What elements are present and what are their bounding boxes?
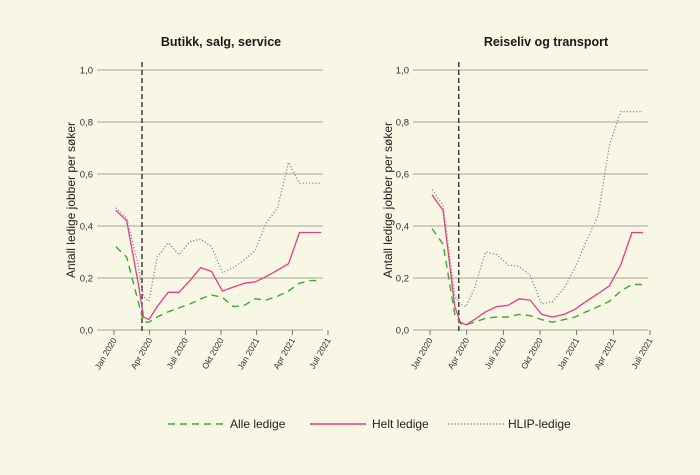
chart-title: Reiseliv og transport xyxy=(484,35,609,49)
x-tick-label: Juli 2020 xyxy=(164,336,190,371)
series-line-helt xyxy=(115,209,322,321)
legend: Alle ledige Helt ledige HLIP-ledige xyxy=(168,417,571,431)
series-line-helt xyxy=(431,194,644,326)
chart-title: Butikk, salg, service xyxy=(161,35,281,49)
y-axis-label: Antall ledige jobber per søker xyxy=(381,122,395,278)
x-tick-label: Jan 2021 xyxy=(235,336,261,372)
series-line-hlip xyxy=(431,110,644,308)
y-tick-label: 1,0 xyxy=(396,66,409,77)
x-tick-label: Apr 2021 xyxy=(271,336,297,371)
y-tick-label: 0,4 xyxy=(80,222,93,233)
x-tick-label: Juli 2021 xyxy=(629,336,655,371)
legend-label-alle: Alle ledige xyxy=(230,417,286,431)
x-tick-label: Jan 2020 xyxy=(93,336,119,372)
x-tick-label: Juli 2021 xyxy=(307,336,333,371)
chart-panel-butikk: Butikk, salg, service Antall ledige jobbe… xyxy=(64,35,333,371)
x-tick-label: Jan 2020 xyxy=(409,336,435,372)
y-tick-label: 0,8 xyxy=(80,118,93,129)
y-tick-label: 0,0 xyxy=(80,326,93,337)
x-tick-label: Okt 2020 xyxy=(519,336,545,371)
y-tick-label: 0,6 xyxy=(80,170,93,181)
series-line-alle xyxy=(431,228,644,326)
legend-label-helt: Helt ledige xyxy=(372,417,429,431)
y-tick-label: 1,0 xyxy=(80,66,93,77)
x-tick-label: Juli 2020 xyxy=(482,336,508,371)
y-axis-label: Antall ledige jobber per søker xyxy=(64,122,78,278)
legend-label-hlip: HLIP-ledige xyxy=(508,417,571,431)
x-tick-label: Jan 2021 xyxy=(555,336,581,372)
y-tick-label: 0,4 xyxy=(396,222,409,233)
y-tick-label: 0,6 xyxy=(396,170,409,181)
y-tick-label: 0,0 xyxy=(396,326,409,337)
x-tick-label: Apr 2021 xyxy=(592,336,618,371)
chart-panel-reiseliv: Reiseliv og transport Antall ledige jobbe… xyxy=(381,35,655,371)
series-line-hlip xyxy=(115,161,322,303)
y-tick-label: 0,2 xyxy=(80,274,93,285)
x-tick-label: Okt 2020 xyxy=(200,336,226,371)
series-line-alle xyxy=(115,246,322,323)
x-tick-label: Apr 2020 xyxy=(128,336,154,371)
y-tick-label: 0,2 xyxy=(396,274,409,285)
x-tick-label: Apr 2020 xyxy=(445,336,471,371)
y-tick-label: 0,8 xyxy=(396,118,409,129)
